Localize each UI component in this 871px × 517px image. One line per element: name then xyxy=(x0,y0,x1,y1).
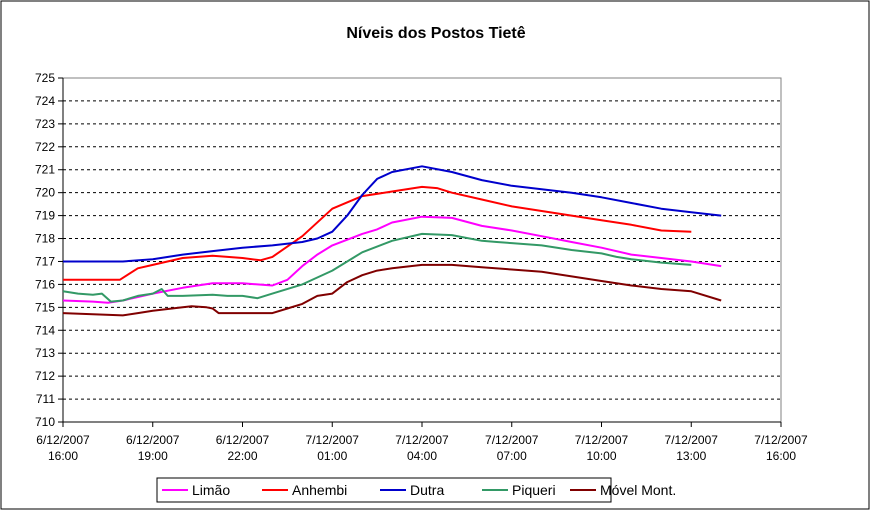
y-tick-label: 725 xyxy=(35,71,55,85)
y-tick-label: 723 xyxy=(35,117,55,131)
y-tick-label: 714 xyxy=(35,323,55,337)
y-tick-label: 720 xyxy=(35,186,55,200)
x-tick-time: 01:00 xyxy=(317,449,347,463)
x-tick-label: 6/12/2007 19:00 xyxy=(126,433,180,463)
x-tick-time: 13:00 xyxy=(676,449,706,463)
y-tick-label: 717 xyxy=(35,254,55,268)
y-tick-label: 715 xyxy=(35,300,55,314)
y-tick-label: 721 xyxy=(35,163,55,177)
x-tick-time: 07:00 xyxy=(497,449,527,463)
y-axis-ticks: 710 711 712 713 714 715 716 717 718 719 720 721 722 7… xyxy=(35,71,781,429)
y-tick-label: 724 xyxy=(35,94,55,108)
x-tick-label: 7/12/2007 10:00 xyxy=(575,433,629,463)
legend-label: Anhembi xyxy=(292,482,347,498)
x-tick-time: 04:00 xyxy=(407,449,437,463)
x-tick-date: 7/12/2007 xyxy=(665,433,719,447)
x-tick-date: 6/12/2007 xyxy=(126,433,180,447)
x-tick-label: 7/12/2007 16:00 xyxy=(754,433,808,463)
series-line-2 xyxy=(63,165,722,263)
series-line-3 xyxy=(62,232,692,303)
legend-label: Móvel Mont. xyxy=(600,482,676,498)
x-tick-time: 22:00 xyxy=(227,449,257,463)
x-axis-ticks: 6/12/2007 16:00 6/12/2007 19:00 6/12/2007 22:… xyxy=(36,422,808,463)
x-tick-time: 19:00 xyxy=(138,449,168,463)
y-tick-label: 719 xyxy=(35,209,55,223)
x-tick-time: 16:00 xyxy=(48,449,78,463)
x-tick-label: 6/12/2007 16:00 xyxy=(36,433,90,463)
y-tick-label: 711 xyxy=(36,392,55,406)
x-tick-date: 6/12/2007 xyxy=(36,433,90,447)
x-tick-date: 7/12/2007 xyxy=(575,433,629,447)
legend-label: Limão xyxy=(192,482,230,498)
chart-title: Níveis dos Postos Tietê xyxy=(346,25,525,42)
x-tick-time: 10:00 xyxy=(586,449,616,463)
x-tick-date: 7/12/2007 xyxy=(754,433,808,447)
x-tick-label: 6/12/2007 22:00 xyxy=(216,433,270,463)
x-tick-label: 7/12/2007 13:00 xyxy=(665,433,719,463)
x-tick-date: 7/12/2007 xyxy=(395,433,449,447)
legend-label: Dutra xyxy=(410,482,444,498)
x-tick-label: 7/12/2007 07:00 xyxy=(485,433,539,463)
y-tick-label: 718 xyxy=(35,232,55,246)
x-tick-label: 7/12/2007 01:00 xyxy=(306,433,360,463)
y-tick-label: 710 xyxy=(35,415,55,429)
y-tick-label: 716 xyxy=(35,277,55,291)
legend: Limão Anhembi Dutra Piqueri Móvel Mont. xyxy=(156,477,676,503)
legend-label: Piqueri xyxy=(512,482,556,498)
y-tick-label: 712 xyxy=(35,369,55,383)
plot-area xyxy=(62,77,782,423)
series-lines xyxy=(62,165,722,317)
y-tick-label: 713 xyxy=(35,346,55,360)
x-tick-label: 7/12/2007 04:00 xyxy=(395,433,449,463)
series-line-4 xyxy=(62,263,722,317)
y-tick-label: 722 xyxy=(35,140,55,154)
x-tick-time: 16:00 xyxy=(766,449,796,463)
x-tick-date: 7/12/2007 xyxy=(306,433,360,447)
x-tick-date: 6/12/2007 xyxy=(216,433,270,447)
x-tick-date: 7/12/2007 xyxy=(485,433,539,447)
